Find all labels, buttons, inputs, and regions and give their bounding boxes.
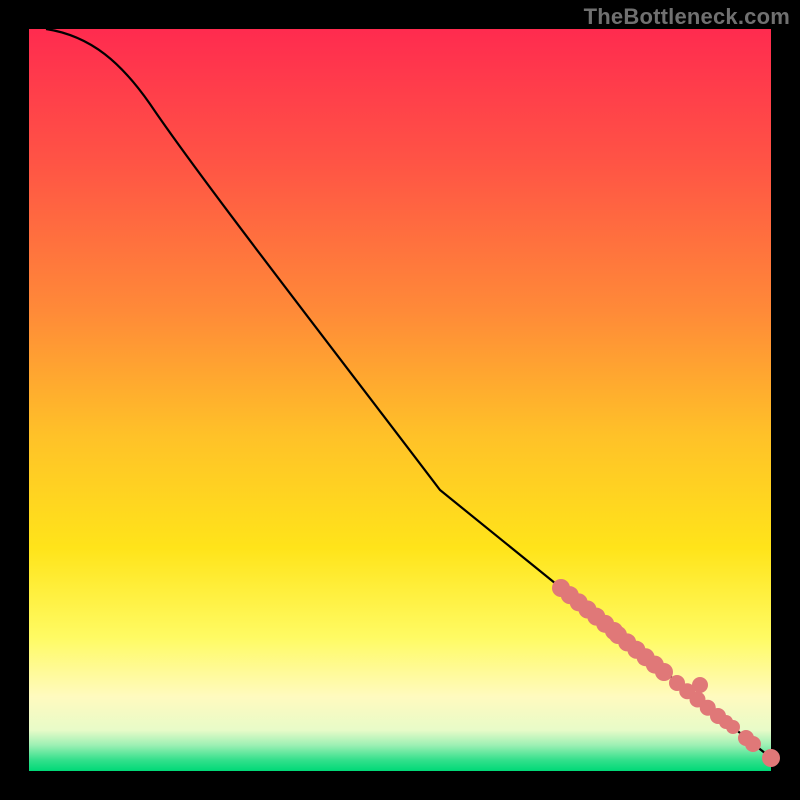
data-point bbox=[726, 720, 740, 734]
data-point bbox=[655, 663, 673, 681]
data-point bbox=[745, 736, 761, 752]
data-point bbox=[762, 749, 780, 767]
chart-frame: TheBottleneck.com bbox=[0, 0, 800, 800]
data-point bbox=[692, 677, 708, 693]
chart-svg bbox=[0, 0, 800, 800]
